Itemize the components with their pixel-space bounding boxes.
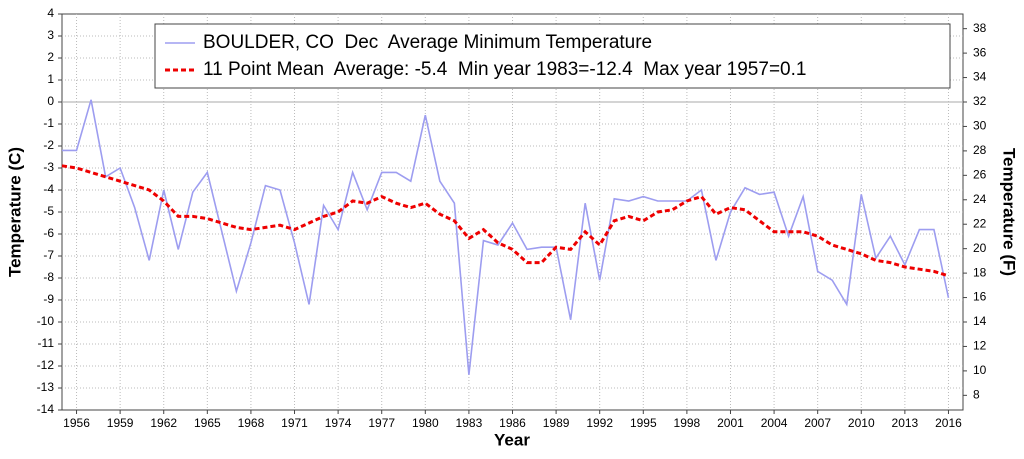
y2-tick-label: 16 [973, 290, 987, 304]
x-tick-label: 2010 [848, 416, 875, 430]
y2-tick-label: 38 [973, 21, 987, 35]
y-tick-label: -4 [43, 182, 54, 196]
x-tick-label: 1995 [630, 416, 657, 430]
x-tick-label: 1974 [325, 416, 352, 430]
x-axis-title: Year [494, 430, 530, 449]
y-tick-label: 2 [47, 50, 54, 64]
x-tick-label: 1983 [456, 416, 483, 430]
y2-tick-label: 10 [973, 363, 987, 377]
y2-tick-label: 28 [973, 143, 987, 157]
x-tick-label: 1968 [238, 416, 265, 430]
y2-tick-label: 12 [973, 339, 987, 353]
y-tick-label: -12 [37, 358, 55, 372]
y2-tick-label: 18 [973, 265, 987, 279]
y-tick-label: -9 [43, 292, 54, 306]
y2-tick-label: 20 [973, 241, 987, 255]
y-tick-label: -11 [38, 336, 55, 350]
x-tick-label: 2007 [804, 416, 831, 430]
y-tick-label: 1 [47, 72, 54, 86]
y2-tick-label: 24 [973, 192, 987, 206]
y-tick-label: -6 [43, 226, 54, 240]
series-line [61, 164, 949, 278]
x-tick-label: 1998 [674, 416, 701, 430]
x-tick-label: 1962 [150, 416, 177, 430]
y2-tick-label: 26 [973, 168, 987, 182]
x-tick-label: 2013 [892, 416, 919, 430]
x-tick-label: 1989 [543, 416, 570, 430]
y-tick-label: -1 [43, 116, 54, 130]
y-tick-label: 3 [47, 28, 54, 42]
x-tick-label: 1992 [586, 416, 613, 430]
x-tick-label: 1980 [412, 416, 439, 430]
legend: BOULDER, CO Dec Average Minimum Temperat… [154, 23, 951, 89]
y-tick-label: -2 [43, 138, 54, 152]
series-line [62, 99, 950, 375]
y-tick-label: -3 [43, 160, 54, 174]
y-tick-label: 0 [47, 94, 54, 108]
y2-axis-title: Temperature (F) [1000, 148, 1019, 276]
y2-tick-label: 22 [973, 216, 987, 230]
x-tick-label: 2016 [935, 416, 962, 430]
y-tick-label: -8 [43, 270, 54, 284]
x-tick-label: 1977 [368, 416, 395, 430]
x-tick-label: 1986 [499, 416, 526, 430]
x-tick-label: 1959 [107, 416, 134, 430]
y2-tick-label: 32 [973, 94, 987, 108]
legend-box [154, 23, 951, 89]
y-tick-label: -10 [37, 314, 55, 328]
y2-tick-label: 30 [973, 119, 987, 133]
x-tick-label: 2001 [717, 416, 744, 430]
y2-tick-label: 34 [973, 70, 987, 84]
y-tick-label: -14 [37, 402, 55, 416]
y-tick-label: 4 [47, 6, 54, 20]
y-axis-title: Temperature (C) [5, 147, 24, 277]
x-tick-label: 1971 [281, 416, 308, 430]
x-tick-label: 1965 [194, 416, 221, 430]
y-tick-label: -5 [43, 204, 54, 218]
y2-tick-label: 14 [973, 314, 987, 328]
legend-label: 11 Point Mean Average: -5.4 Min year 198… [203, 59, 806, 80]
legend-label: BOULDER, CO Dec Average Minimum Temperat… [203, 32, 652, 53]
y-tick-label: -7 [43, 248, 54, 262]
y2-tick-label: 36 [973, 45, 987, 59]
y-tick-label: -13 [37, 380, 55, 394]
x-tick-label: 1956 [63, 416, 90, 430]
y2-tick-label: 8 [973, 388, 980, 402]
x-tick-label: 2004 [761, 416, 788, 430]
